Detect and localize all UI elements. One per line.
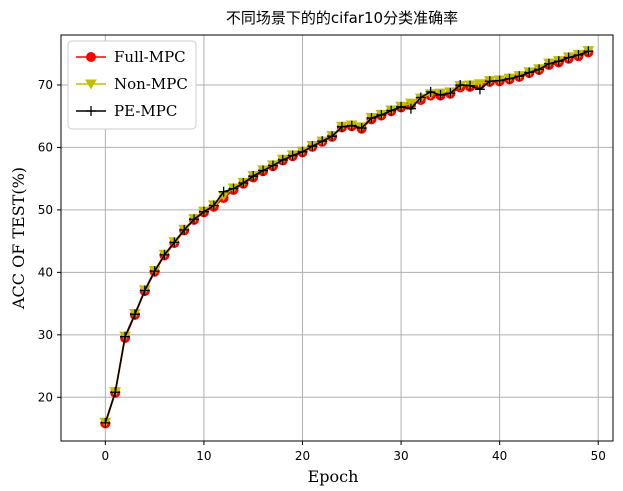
- legend-item-non-mpc: Non-MPC: [76, 75, 188, 93]
- data-point: [208, 200, 219, 211]
- legend-item-full-mpc: Full-MPC: [76, 48, 186, 66]
- data-point: [494, 75, 505, 86]
- data-point: [405, 103, 416, 114]
- legend-item-pe-mpc: PE-MPC: [76, 102, 177, 120]
- data-point: [287, 150, 298, 161]
- data-point: [455, 79, 466, 90]
- data-point: [543, 58, 554, 69]
- x-tick-label: 30: [393, 449, 408, 463]
- data-point: [405, 98, 417, 109]
- data-point: [563, 52, 574, 63]
- x-tick-label: 40: [492, 449, 507, 463]
- data-point: [228, 183, 239, 194]
- x-tick-label: 20: [295, 449, 310, 463]
- data-point: [356, 123, 367, 134]
- legend-box: [67, 40, 197, 130]
- data-point: [149, 266, 160, 277]
- y-tick-label: 20: [38, 390, 53, 404]
- data-point: [248, 171, 259, 182]
- data-point: [474, 79, 486, 90]
- data-point: [297, 146, 308, 157]
- x-tick-label: 0: [102, 449, 110, 463]
- data-point: [534, 64, 545, 75]
- data-point: [514, 71, 525, 82]
- data-point: [110, 387, 121, 398]
- plot-series: [99, 46, 595, 429]
- data-point: [524, 67, 535, 78]
- data-point: [218, 186, 229, 197]
- x-tick-label: 50: [591, 449, 606, 463]
- data-point: [169, 237, 180, 248]
- legend: Full-MPC Non-MPC PE-MPC: [67, 40, 197, 130]
- legend-marker: [85, 79, 97, 90]
- legend-label: Full-MPC: [114, 48, 186, 66]
- series-pe-mpc: [100, 46, 594, 428]
- legend-marker: [86, 106, 96, 116]
- data-point: [336, 121, 347, 132]
- data-point: [179, 224, 190, 235]
- data-point: [435, 89, 446, 100]
- chart-title: 不同场景下的的cifar10分类准确率: [226, 9, 458, 27]
- data-point: [198, 206, 209, 217]
- legend-label: PE-MPC: [114, 102, 177, 120]
- y-tick-label: 50: [38, 203, 53, 217]
- data-point: [346, 120, 357, 131]
- data-point: [238, 178, 249, 189]
- y-tick-label: 60: [38, 140, 53, 154]
- data-point: [376, 109, 387, 120]
- y-tick-label: 40: [38, 265, 53, 279]
- plot-frame: [60, 34, 614, 442]
- data-point: [396, 101, 407, 112]
- data-point: [474, 84, 485, 95]
- data-point: [317, 136, 328, 147]
- data-point: [189, 214, 200, 225]
- y-tick-label: 70: [38, 78, 53, 92]
- x-axis-label: Epoch: [308, 467, 359, 486]
- data-point: [258, 165, 269, 176]
- data-point: [277, 154, 288, 165]
- data-point: [307, 141, 318, 152]
- data-point: [386, 105, 397, 116]
- data-point: [366, 113, 377, 124]
- data-point: [465, 80, 476, 91]
- data-point: [139, 285, 150, 296]
- data-point: [573, 49, 584, 60]
- legend-marker: [86, 52, 96, 62]
- y-tick-label: 30: [38, 328, 53, 342]
- data-point: [120, 331, 131, 342]
- data-point: [484, 76, 495, 87]
- data-point: [415, 92, 426, 103]
- data-point: [100, 417, 111, 428]
- y-axis-label: ACC OF TEST(%): [9, 167, 28, 310]
- x-axis-ticks: 0 10 20 30 40 50: [102, 441, 606, 463]
- data-point: [425, 86, 436, 97]
- data-point: [445, 88, 456, 99]
- data-point: [583, 46, 594, 57]
- legend-label: Non-MPC: [114, 75, 188, 93]
- data-point: [327, 131, 338, 142]
- data-point: [129, 309, 140, 320]
- data-point: [267, 160, 278, 171]
- data-point: [553, 56, 564, 67]
- data-point: [159, 249, 170, 260]
- data-point: [504, 73, 515, 84]
- x-tick-label: 10: [196, 449, 211, 463]
- y-axis-ticks: 20 30 40 50 60 70: [38, 78, 61, 404]
